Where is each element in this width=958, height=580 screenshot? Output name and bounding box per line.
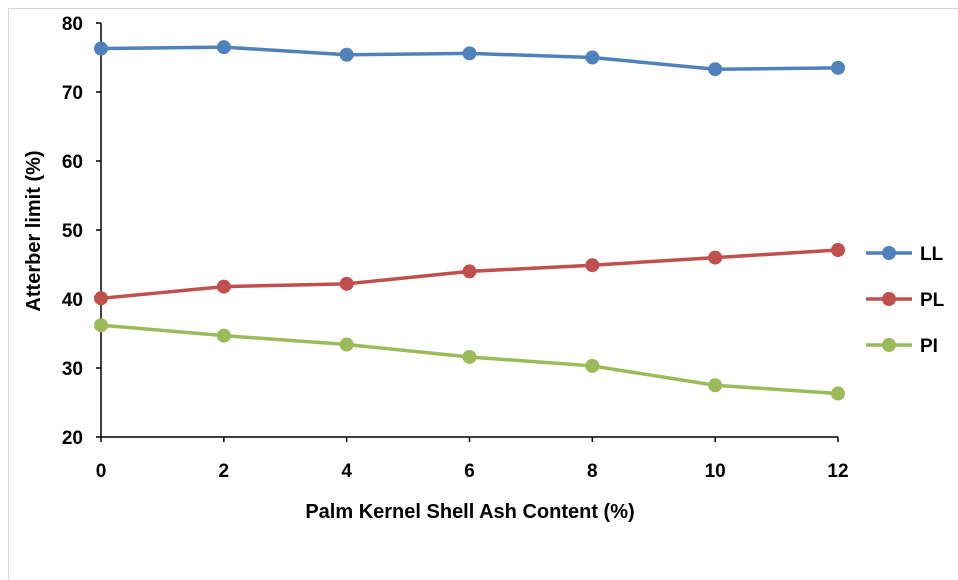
y-tick-label: 70 <box>62 83 83 104</box>
series-ll <box>94 40 845 77</box>
x-tick-label: 0 <box>96 461 107 482</box>
data-point-pi <box>708 378 723 393</box>
data-point-ll <box>216 40 231 55</box>
y-tick-label: 80 <box>62 14 83 35</box>
data-point-pi <box>585 358 600 373</box>
data-point-pl <box>94 291 108 306</box>
data-point-pl <box>585 258 600 273</box>
legend-label: PI <box>920 336 938 357</box>
legend-label: PL <box>920 290 945 311</box>
x-tick-labels: 0 2 4 6 8 10 12 <box>96 437 849 482</box>
series-pi <box>94 318 845 401</box>
data-point-ll <box>339 47 354 62</box>
x-tick-label: 12 <box>827 461 848 482</box>
legend-item-pi: PI <box>866 336 938 357</box>
y-tick-label: 50 <box>62 221 83 242</box>
legend-marker <box>882 292 896 306</box>
legend-item-pl: PL <box>866 290 945 311</box>
y-axis-title: Atterber limit (%) <box>23 150 45 311</box>
data-point-pl <box>216 279 231 294</box>
y-tick-labels: 20 30 40 50 60 70 80 <box>62 14 101 449</box>
legend: LL PL PI <box>866 244 945 357</box>
x-tick-label: 10 <box>705 461 726 482</box>
data-point-pl <box>708 250 723 265</box>
axes <box>100 23 838 438</box>
x-tick-label: 2 <box>219 461 230 482</box>
y-tick-label: 20 <box>62 428 83 449</box>
data-point-ll <box>585 50 600 65</box>
y-tick-label: 40 <box>62 290 83 311</box>
data-point-pl <box>831 243 845 258</box>
legend-marker <box>882 246 896 260</box>
y-tick-label: 30 <box>62 359 83 380</box>
data-point-pi <box>831 386 845 401</box>
legend-marker <box>882 338 896 352</box>
series-pl <box>94 243 845 306</box>
x-tick-label: 4 <box>341 461 352 482</box>
data-point-pi <box>216 328 231 343</box>
x-tick-label: 8 <box>587 461 598 482</box>
data-point-ll <box>831 60 845 75</box>
data-point-pl <box>339 276 354 291</box>
data-point-pi <box>339 337 354 352</box>
chart-frame <box>8 8 958 580</box>
data-point-ll <box>708 62 723 77</box>
x-axis-title: Palm Kernel Shell Ash Content (%) <box>305 501 634 523</box>
data-point-ll <box>94 41 108 56</box>
y-tick-label: 60 <box>62 152 83 173</box>
legend-label: LL <box>920 244 944 265</box>
data-point-pi <box>94 318 108 333</box>
data-point-pi <box>462 349 477 364</box>
data-point-ll <box>462 46 477 61</box>
data-point-pl <box>462 264 477 279</box>
legend-item-ll: LL <box>866 244 944 265</box>
x-tick-label: 6 <box>464 461 475 482</box>
series-group <box>94 40 845 401</box>
